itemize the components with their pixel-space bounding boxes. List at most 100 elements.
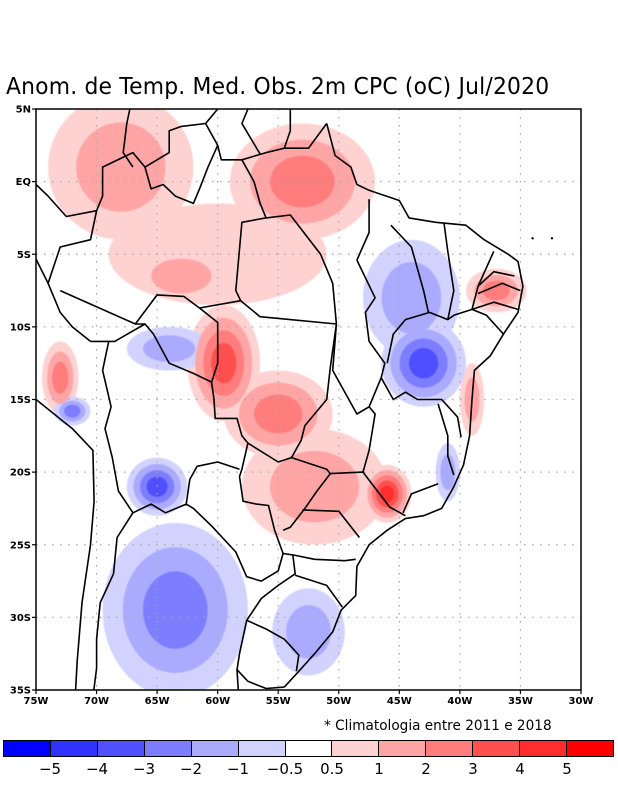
boundary-line [132, 503, 284, 582]
anomaly-contour [381, 262, 442, 334]
boundary-line [122, 109, 134, 168]
boundary-line [283, 123, 524, 688]
anomaly-contour [270, 155, 335, 208]
anomaly-contour [52, 361, 69, 394]
colorbar-label: 5 [562, 760, 572, 778]
boundary-line [199, 307, 219, 383]
colorbar [3, 740, 614, 757]
boundary-line [236, 620, 248, 670]
anomaly-contour [146, 476, 168, 497]
colorbar-bin [379, 741, 427, 756]
boundary-line [134, 294, 200, 325]
lon-tick-label: 30W [569, 696, 594, 707]
political-boundaries [36, 109, 554, 690]
boundary-line [356, 199, 370, 261]
boundary-line [247, 442, 292, 463]
colorbar-label: −1 [226, 760, 250, 778]
boundary-line [282, 473, 331, 531]
boundary-line [240, 300, 337, 325]
colorbar-bin [520, 741, 568, 756]
lon-tick-label: 65W [145, 696, 170, 707]
colorbar-bin [426, 741, 474, 756]
colorbar-label: −3 [132, 760, 156, 778]
colorbar-bin [473, 741, 521, 756]
anomaly-contour [76, 122, 166, 212]
colorbar-label: −2 [179, 760, 203, 778]
boundary-line [36, 396, 95, 690]
climatology-footnote: * Climatologia entre 2011 e 2018 [324, 718, 552, 734]
anomaly-contour [380, 485, 395, 503]
colorbar-bin [285, 741, 333, 756]
boundary-line [144, 144, 219, 205]
boundary-line [437, 403, 455, 476]
boundary-line [443, 223, 455, 320]
boundary-line [185, 461, 240, 505]
lon-tick-label: 50W [326, 696, 351, 707]
lon-tick-label: 70W [84, 696, 109, 707]
boundary-line [294, 574, 344, 608]
anomaly-contour [143, 335, 196, 363]
anomaly-contour [143, 571, 208, 649]
axis-ticks: 75W 70W 65W 60W 55W 50W 45W 40W 35W 30W 5N EQ 5S 10S 1… [10, 105, 594, 708]
boundary-line [477, 270, 515, 287]
colorbar-label: 0.5 [320, 760, 344, 778]
anomaly-contour [269, 450, 360, 523]
island-marker [531, 237, 534, 240]
boundary-line [90, 323, 300, 672]
lon-tick-label: 75W [24, 696, 49, 707]
colorbar-bin [567, 741, 613, 756]
colorbar-label: 1 [374, 760, 384, 778]
lon-tick-label: 35W [508, 696, 533, 707]
boundary-line [471, 301, 519, 311]
map-title: Anom. de Temp. Med. Obs. 2m CPC (oC) Jul… [6, 72, 550, 100]
lat-tick-label: 15S [10, 395, 31, 406]
boundary-line [380, 377, 462, 438]
lat-tick-label: 5N [16, 105, 31, 116]
lon-tick-label: 60W [205, 696, 230, 707]
lon-tick-label: 55W [266, 696, 291, 707]
colorbar-label: −5 [38, 760, 62, 778]
boundary-line [331, 259, 386, 415]
boundary-line [283, 109, 292, 149]
anomaly-contour [440, 454, 456, 490]
colorbar-label: −4 [85, 760, 109, 778]
boundary-line [390, 224, 430, 313]
boundary-line [236, 668, 285, 690]
boundary-line [101, 341, 134, 514]
anomaly-fill-layer [42, 109, 527, 690]
boundary-line [36, 183, 97, 218]
colorbar-label: −0.5 [266, 760, 304, 778]
colorbar-bin [97, 741, 145, 756]
colorbar-bin [4, 741, 51, 756]
boundary-line [199, 159, 267, 309]
lat-tick-label: 10S [10, 322, 31, 333]
lat-tick-label: 35S [10, 686, 31, 697]
colorbar-bin [238, 741, 286, 756]
anomaly-map: 75W 70W 65W 60W 55W 50W 45W 40W 35W 30W 5N EQ 5S 10S 1… [10, 105, 594, 708]
colorbar-label: 3 [468, 760, 478, 778]
boundary-line [266, 214, 338, 325]
anomaly-contour [286, 605, 331, 659]
colorbar-bin [144, 741, 192, 756]
lon-tick-label: 45W [387, 696, 412, 707]
boundary-line [93, 512, 134, 690]
boundary-line [302, 509, 361, 538]
anomaly-contour [482, 280, 510, 301]
colorbar-label: 4 [515, 760, 525, 778]
anomaly-contour [64, 404, 81, 418]
anomaly-contour [408, 348, 439, 379]
anomaly-contour [211, 343, 237, 384]
lat-tick-label: 20S [10, 468, 31, 479]
boundary-line [362, 406, 376, 473]
boundary-line [204, 109, 219, 125]
boundary-line [292, 554, 356, 562]
boundary-line [477, 282, 521, 295]
boundary-line [330, 471, 406, 517]
boundary-line [47, 122, 328, 343]
colorbar-bin [50, 741, 98, 756]
boundary-line [402, 482, 439, 514]
colorbar-label: 2 [421, 760, 431, 778]
colorbar-bin [332, 741, 380, 756]
lon-tick-label: 40W [447, 696, 472, 707]
lat-tick-label: 25S [10, 540, 31, 551]
